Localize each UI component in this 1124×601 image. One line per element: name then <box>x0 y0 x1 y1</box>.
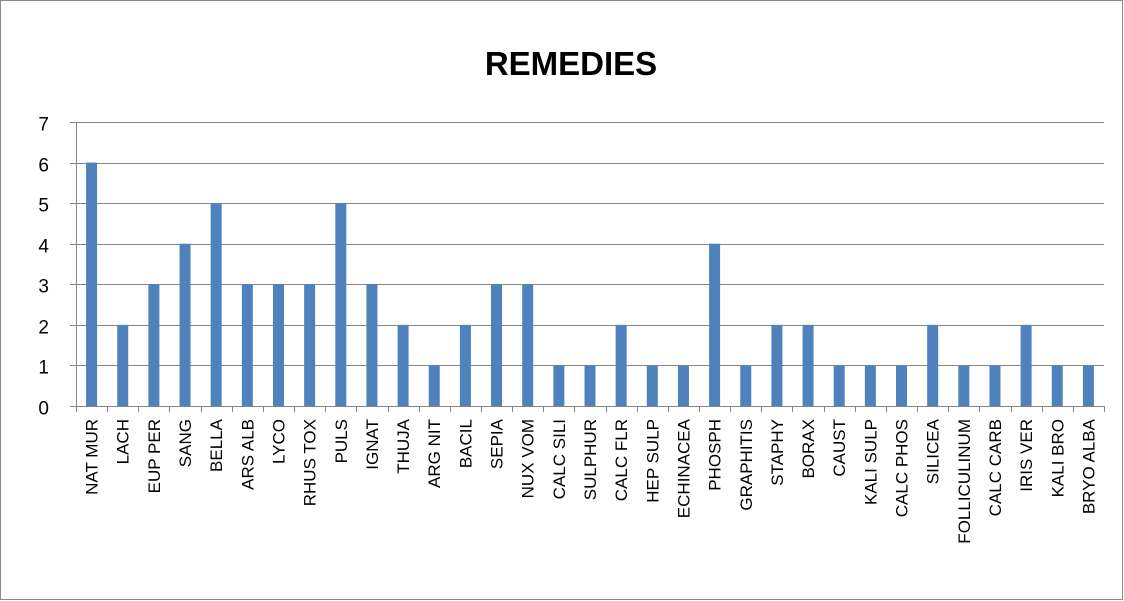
x-tick-label: PULS <box>332 419 351 463</box>
x-tick-label: NAT MUR <box>83 419 102 495</box>
bar <box>428 365 440 406</box>
chart-title: REMEDIES <box>485 45 657 82</box>
x-tick-label: NUX VOM <box>519 419 538 498</box>
bar <box>1051 365 1063 406</box>
x-tick-label: GRAPHITIS <box>737 419 756 511</box>
bar <box>366 284 378 406</box>
bar <box>86 162 98 406</box>
x-tick-label: PHOSPH <box>706 419 725 491</box>
bar <box>1082 365 1094 406</box>
x-tick-label: EUP PER <box>145 419 164 493</box>
bar <box>553 365 565 406</box>
bar <box>771 324 783 406</box>
bar <box>272 284 284 406</box>
x-tick-label: ARG NIT <box>425 419 444 488</box>
bar <box>1020 324 1032 406</box>
bar <box>179 243 191 406</box>
x-tick-label: LACH <box>114 419 133 464</box>
x-tick-label: IRIS VER <box>1017 419 1036 492</box>
bar <box>677 365 689 406</box>
x-tick-label: SILICEA <box>924 418 943 484</box>
x-tick-label: BELLA <box>207 418 226 472</box>
axes <box>70 122 1105 412</box>
x-axis-tick-labels: NAT MUR LACH EUP PER SANG BELLA ARS ALB LYCO RH… <box>83 418 1099 543</box>
bar <box>397 324 409 406</box>
x-tick-label: ARS ALB <box>238 419 257 490</box>
x-tick-label: BORAX <box>799 419 818 479</box>
x-tick-label: SEPIA <box>488 418 507 469</box>
y-tick-label: 1 <box>38 358 49 379</box>
bar <box>989 365 1001 406</box>
x-tick-label: ECHINACEA <box>674 418 693 518</box>
x-tick-label: KALI SULP <box>861 419 880 505</box>
bar <box>896 365 908 406</box>
bar <box>958 365 970 406</box>
bar <box>802 324 814 406</box>
y-tick-label: 0 <box>38 399 49 420</box>
bars <box>86 162 1094 406</box>
bar <box>522 284 534 406</box>
bar <box>864 365 876 406</box>
x-tick-label: SULPHUR <box>581 419 600 500</box>
bar <box>615 324 627 406</box>
x-tick-label: FOLLICULINUM <box>955 419 974 544</box>
y-tick-label: 3 <box>38 277 49 298</box>
x-tick-label: KALI BRO <box>1048 419 1067 497</box>
y-tick-label: 4 <box>38 237 49 258</box>
gridlines <box>76 122 1104 366</box>
x-tick-label: BACIL <box>456 419 475 468</box>
bar <box>491 284 503 406</box>
x-tick-label: BRYO ALBA <box>1079 418 1098 514</box>
x-tick-label: THUJA <box>394 418 413 473</box>
x-tick-label: CALC CARB <box>986 419 1005 516</box>
bar <box>304 284 316 406</box>
x-tick-label: CALC PHOS <box>893 419 912 517</box>
x-tick-label: LYCO <box>269 419 288 464</box>
x-tick-label: STAPHY <box>768 419 787 486</box>
y-tick-label: 2 <box>38 318 49 339</box>
bar <box>210 203 222 406</box>
bar <box>241 284 253 406</box>
y-tick-label: 6 <box>38 156 49 177</box>
bar <box>148 284 160 406</box>
bar <box>927 324 939 406</box>
bar <box>646 365 658 406</box>
x-tick-label: CAUST <box>830 419 849 477</box>
y-axis-tick-labels: 0 1 2 3 4 5 6 7 <box>38 115 49 420</box>
bar <box>117 324 129 406</box>
y-tick-label: 5 <box>38 196 49 217</box>
x-tick-label: CALC SILI <box>550 419 569 499</box>
x-tick-label: IGNAT <box>363 419 382 470</box>
x-tick-label: RHUS TOX <box>301 419 320 506</box>
x-tick-label: SANG <box>176 419 195 467</box>
bar <box>833 365 845 406</box>
bar <box>584 365 596 406</box>
x-tick-label: CALC FLR <box>612 419 631 501</box>
y-tick-label: 7 <box>38 115 49 136</box>
bar <box>740 365 752 406</box>
bar <box>709 243 721 406</box>
x-tick-label: HEP SULP <box>643 419 662 503</box>
bar <box>335 203 347 406</box>
bar <box>459 324 471 406</box>
